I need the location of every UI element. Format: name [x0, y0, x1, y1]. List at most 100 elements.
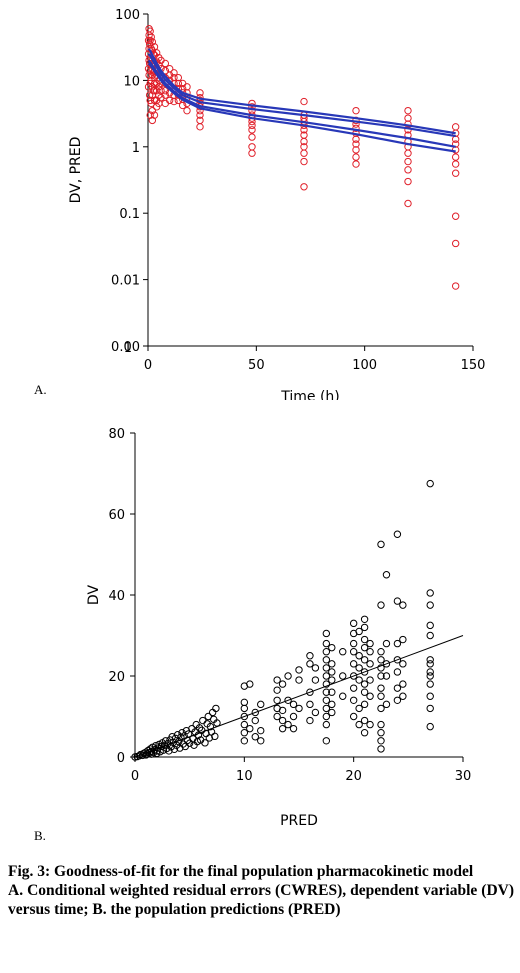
x-tick-label-b: 0 [131, 769, 139, 784]
observed-point [161, 86, 170, 95]
x-tick-label-a: 0 [144, 358, 152, 373]
scatter-point [377, 601, 385, 609]
predicted-line [147, 59, 456, 148]
scatter-point [257, 726, 265, 735]
observed-point [148, 106, 157, 115]
scatter-point [382, 639, 391, 648]
observed-point [196, 89, 204, 97]
scatter-point [212, 704, 220, 713]
observed-point [174, 73, 183, 82]
observed-point [248, 106, 256, 115]
observed-point [404, 166, 412, 174]
scatter-point [289, 712, 298, 721]
scatter-point [426, 656, 434, 664]
scatter-point [426, 668, 434, 676]
scatter-point [322, 696, 331, 704]
scatter-point [360, 623, 369, 632]
scatter-point [322, 664, 331, 672]
scatter-point [349, 696, 358, 704]
scatter-point [355, 704, 363, 713]
scatter-point [426, 601, 434, 609]
scatter-point [360, 668, 369, 676]
scatter-point [322, 629, 331, 638]
scatter-point [355, 652, 363, 660]
y-axis-label-b: DV [86, 585, 102, 606]
observed-point [451, 153, 460, 161]
scatter-point [393, 656, 402, 664]
scatter-point [240, 720, 249, 729]
observed-point [300, 97, 308, 106]
scatter-point [399, 635, 407, 644]
scatter-point [246, 680, 254, 688]
scatter-point [278, 706, 287, 715]
scatter-point [278, 716, 287, 725]
observed-point [248, 149, 256, 157]
observed-point [165, 96, 174, 105]
panel-b: 0 10 20 30 0 20 40 60 80 PRED DV B. [0, 418, 520, 843]
scatter-point [257, 700, 265, 709]
scatter-point [399, 660, 407, 668]
observed-points-group [144, 25, 460, 290]
observed-point [196, 111, 204, 119]
scatter-point [426, 680, 434, 688]
scatter-points-group [131, 479, 434, 761]
scatter-point [426, 704, 434, 713]
scatter-point [240, 712, 249, 721]
scatter-point [201, 739, 209, 747]
dv-vs-pred-chart: 0 10 20 30 0 20 40 60 80 PRED DV [86, 427, 471, 829]
scatter-point [240, 729, 249, 737]
scatter-point [284, 720, 292, 729]
observed-point [404, 177, 412, 186]
y-axis-label-a: DV, PRED [68, 137, 84, 204]
observed-point [300, 183, 308, 191]
observed-point [178, 101, 187, 110]
scatter-point [184, 730, 193, 738]
scatter-point [399, 692, 407, 700]
scatter-point [289, 724, 298, 733]
scatter-point [366, 692, 374, 700]
scatter-point [295, 704, 303, 713]
scatter-point [170, 745, 179, 754]
observed-point [451, 282, 460, 290]
scatter-point [399, 601, 407, 609]
scatter-point [349, 712, 358, 721]
observed-point [300, 149, 308, 157]
scatter-point [360, 700, 369, 709]
scatter-point [328, 688, 336, 696]
scatter-point [360, 656, 369, 664]
scatter-point [322, 672, 331, 680]
x-axis-label-a: Time (h) [280, 389, 340, 400]
x-tick-label-b: 10 [236, 769, 253, 784]
y-tick-label-b: 80 [108, 427, 125, 442]
scatter-point [295, 676, 303, 684]
scatter-point [426, 672, 434, 680]
scatter-point [377, 745, 385, 753]
scatter-point [322, 704, 331, 713]
observed-point [404, 106, 412, 115]
scatter-point [377, 672, 385, 680]
scatter-point [355, 720, 363, 729]
scatter-point [393, 639, 402, 648]
scatter-point [306, 716, 314, 725]
observed-point [451, 169, 460, 177]
observed-point [300, 157, 308, 166]
axis-labels-b: PRED DV [86, 585, 318, 829]
scatter-point [208, 708, 217, 717]
y-tick-label-b: 20 [108, 670, 125, 685]
scatter-point [322, 712, 331, 721]
x-axis-label-b: PRED [280, 813, 318, 829]
observed-point [248, 143, 256, 151]
scatter-point [206, 722, 215, 731]
scatter-point [240, 704, 249, 713]
scatter-point [295, 666, 303, 674]
observed-point [300, 137, 308, 146]
observed-point [161, 59, 170, 68]
scatter-point [360, 643, 369, 652]
scatter-point [306, 688, 314, 696]
scatter-point [152, 741, 160, 750]
scatter-point [360, 688, 369, 696]
scatter-point [360, 615, 369, 624]
y-tick-label-b: 40 [108, 589, 125, 604]
scatter-point [165, 747, 173, 755]
